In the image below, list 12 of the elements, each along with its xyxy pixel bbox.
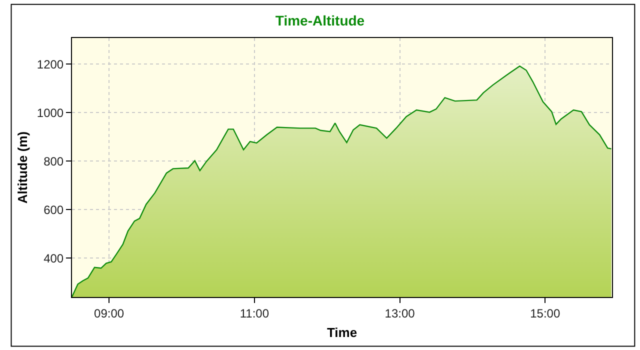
y-tick-label: 400 xyxy=(44,251,64,266)
y-axis-title: Altitude (m) xyxy=(14,131,30,204)
chart-title: Time-Altitude xyxy=(275,12,365,29)
y-tick-label: 800 xyxy=(44,154,64,168)
x-tick-label: 15:00 xyxy=(530,306,560,320)
x-tick-label: 09:00 xyxy=(94,306,124,320)
x-axis-title: Time xyxy=(326,325,358,340)
x-tick-label: 11:00 xyxy=(240,306,270,320)
y-tick-label: 600 xyxy=(44,202,64,217)
y-tick-label: 1000 xyxy=(36,106,64,120)
x-tick-label: 13:00 xyxy=(384,306,416,320)
y-tick-label: 1200 xyxy=(36,57,64,72)
